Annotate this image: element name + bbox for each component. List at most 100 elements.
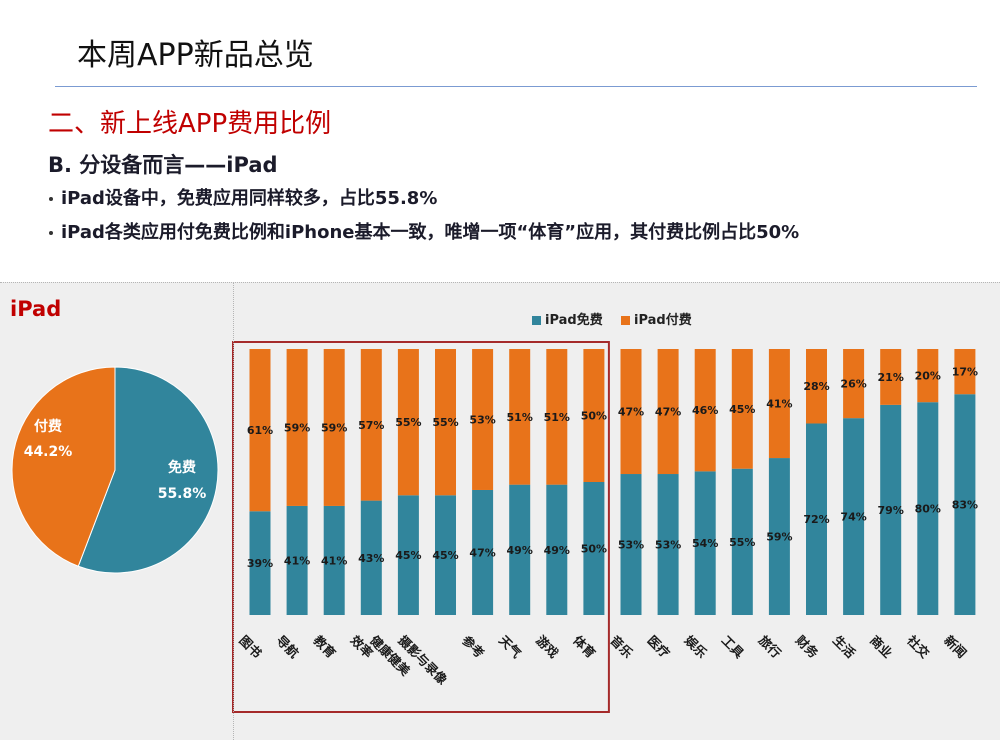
bar-free-segment-12 — [694, 471, 716, 615]
bar-paid-segment-6 — [472, 349, 494, 490]
bar-free-segment-7 — [509, 484, 531, 615]
bar-paid-segment-15 — [806, 349, 827, 424]
bar-free-value-label-10: 53% — [618, 539, 644, 552]
bar-free-segment-14 — [768, 458, 790, 615]
bar-free-value-label-12: 54% — [692, 537, 718, 550]
bar-free-segment-10 — [620, 474, 642, 615]
legend-swatch-paid — [621, 316, 630, 325]
bar-free-value-label-2: 41% — [321, 554, 347, 567]
pie-slice-name-1: 付费 — [34, 418, 62, 435]
bar-paid-segment-9 — [583, 349, 605, 482]
bar-free-segment-9 — [583, 482, 605, 615]
bar-paid-value-label-11: 47% — [655, 406, 681, 419]
bar-free-value-label-19: 83% — [952, 499, 978, 512]
bar-free-segment-1 — [286, 505, 308, 615]
bar-paid-value-label-13: 45% — [729, 403, 755, 416]
bar-free-value-label-4: 45% — [395, 549, 421, 562]
pie-slice-value-0: 55.8% — [158, 486, 207, 502]
category-label-13: 工具 — [719, 633, 748, 662]
bar-free-segment-17 — [880, 404, 902, 615]
bar-paid-value-label-9: 50% — [581, 410, 607, 423]
bar-free-segment-3 — [360, 500, 382, 615]
chart-canvas: 免费 55.8% 付费 44.2% 39% 61% 图书 41% 59% 导航 41% 59% 教育 43… — [11, 341, 978, 713]
bar-paid-segment-17 — [880, 349, 902, 405]
bar-free-value-label-3: 43% — [358, 552, 384, 565]
bar-paid-value-label-18: 20% — [915, 370, 941, 383]
bar-paid-segment-16 — [843, 349, 865, 419]
pie-slice-0 — [77, 366, 219, 574]
category-label-2: 教育 — [310, 632, 339, 661]
bar-paid-value-label-1: 59% — [284, 421, 310, 434]
pie-slice-name-0: 免费 — [168, 459, 196, 476]
pie-slice-1 — [11, 366, 116, 567]
bar-paid-value-label-4: 55% — [395, 416, 421, 429]
bar-free-segment-18 — [917, 402, 939, 615]
bar-paid-segment-3 — [360, 349, 382, 501]
bar-free-value-label-5: 45% — [432, 549, 458, 562]
category-label-6: 参考 — [459, 633, 487, 661]
category-label-10: 音乐 — [607, 633, 636, 662]
bullet-item: iPad设备中，免费应用同样较多，占比55.8% — [48, 182, 799, 216]
bar-paid-value-label-10: 47% — [618, 406, 644, 419]
bullet-item: iPad各类应用付免费比例和iPhone基本一致，唯增一项“体育”应用，其付费比… — [48, 216, 799, 250]
legend-item-paid: iPad付费 — [621, 312, 692, 330]
bar-free-segment-13 — [731, 468, 753, 615]
bar-free-segment-19 — [954, 394, 976, 615]
bar-paid-value-label-15: 28% — [803, 380, 829, 393]
category-label-14: 旅行 — [755, 632, 784, 661]
bar-paid-value-label-6: 53% — [469, 413, 495, 426]
bar-free-value-label-13: 55% — [729, 536, 755, 549]
slide-title: 本周APP新品总览 — [77, 38, 314, 73]
bar-paid-segment-18 — [917, 349, 939, 403]
bar-paid-value-label-5: 55% — [432, 416, 458, 429]
category-label-19: 新闻 — [941, 633, 969, 661]
bar-free-value-label-8: 49% — [544, 544, 570, 557]
bar-paid-value-label-19: 17% — [952, 366, 978, 379]
bar-free-segment-16 — [843, 418, 865, 615]
category-label-8: 游戏 — [533, 633, 562, 662]
category-label-1: 导航 — [273, 633, 302, 662]
bar-paid-value-label-14: 41% — [766, 398, 792, 411]
bar-free-value-label-14: 59% — [766, 531, 792, 544]
category-label-15: 财务 — [792, 632, 821, 661]
bar-free-value-label-1: 41% — [284, 554, 310, 567]
category-label-16: 生活 — [830, 633, 859, 662]
bar-free-value-label-9: 50% — [581, 543, 607, 556]
bar-free-segment-11 — [657, 474, 679, 615]
bullet-list: iPad设备中，免费应用同样较多，占比55.8% iPad各类应用付免费比例和i… — [48, 182, 799, 250]
subheading: B. 分设备而言——iPad — [48, 153, 278, 177]
panel-divider — [233, 283, 234, 740]
legend-swatch-free — [532, 316, 541, 325]
bar-paid-value-label-2: 59% — [321, 421, 347, 434]
bar-paid-segment-12 — [694, 349, 716, 472]
bar-paid-value-label-8: 51% — [544, 411, 570, 424]
title-rule — [55, 86, 977, 87]
bar-free-value-label-7: 49% — [507, 544, 533, 557]
bar-free-segment-0 — [249, 511, 271, 615]
legend-item-free: iPad免费 — [532, 312, 603, 330]
category-label-18: 社交 — [903, 632, 932, 661]
pie-slice-value-1: 44.2% — [24, 444, 73, 460]
bar-free-segment-15 — [806, 423, 827, 615]
bar-free-segment-5 — [435, 495, 456, 615]
stacked-bar-chart: 39%61%图书41%59%导航41%59%教育43%57%效率45%55%健康… — [232, 341, 978, 713]
bar-free-value-label-18: 80% — [915, 503, 941, 516]
bar-free-value-label-17: 79% — [878, 504, 904, 517]
bar-paid-segment-0 — [249, 349, 271, 512]
bar-paid-value-label-7: 51% — [507, 411, 533, 424]
category-label-0: 图书 — [236, 633, 265, 662]
bar-free-value-label-6: 47% — [469, 546, 495, 559]
bar-paid-value-label-16: 26% — [840, 378, 866, 391]
pie-title: iPad — [10, 297, 62, 321]
category-label-12: 娱乐 — [682, 633, 711, 662]
bar-free-segment-4 — [397, 495, 419, 615]
bar-paid-segment-14 — [768, 349, 790, 459]
category-label-7: 天气 — [496, 633, 525, 662]
bar-paid-value-label-0: 61% — [247, 424, 273, 437]
section-heading: 二、新上线APP费用比例 — [48, 109, 332, 139]
bar-paid-segment-5 — [435, 349, 456, 496]
legend-label-paid: iPad付费 — [634, 313, 692, 328]
bar-paid-segment-10 — [620, 349, 642, 475]
bar-paid-segment-2 — [323, 349, 345, 506]
pie-chart: 免费 55.8% 付费 44.2% — [11, 366, 219, 574]
